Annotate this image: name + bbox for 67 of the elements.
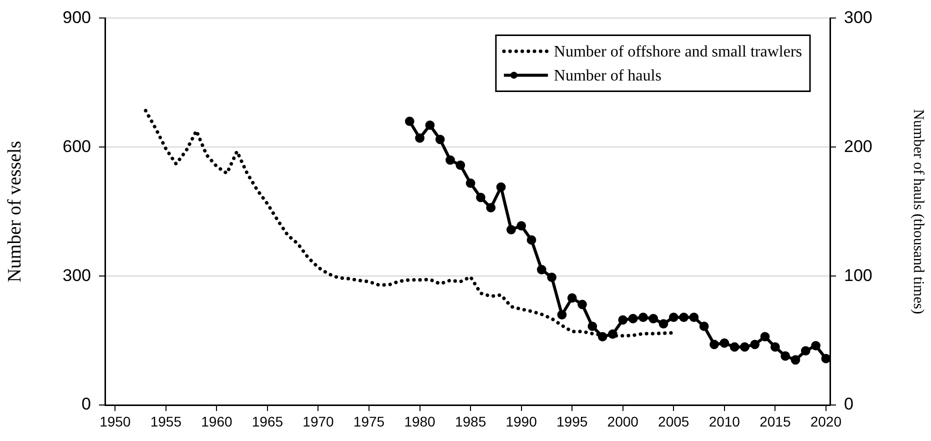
x-tick-label: 1995: [556, 413, 588, 430]
point: [720, 338, 730, 348]
point: [638, 312, 648, 322]
point: [567, 293, 577, 303]
x-tick-label: 2010: [708, 413, 740, 430]
x-tick-label: 1980: [404, 413, 436, 430]
point: [435, 134, 445, 144]
point: [578, 300, 587, 310]
y-tick-label: 0: [82, 394, 91, 414]
point: [456, 160, 466, 170]
point: [658, 319, 668, 328]
x-tick-label: 1955: [150, 413, 182, 430]
point: [648, 314, 658, 324]
x-tick-label: 2020: [810, 413, 842, 430]
point: [821, 354, 830, 364]
y2-tick-label: 0: [844, 394, 854, 414]
y2-tick-label: 300: [844, 8, 872, 27]
point: [547, 272, 556, 282]
point: [404, 116, 414, 126]
point: [800, 346, 810, 356]
legend-label: Number of offshore and small trawlers: [554, 43, 802, 60]
point: [486, 203, 496, 212]
point: [699, 322, 709, 332]
y2-axis-title: Number of hauls (thousand times): [910, 109, 926, 314]
x-tick-label: 1950: [100, 413, 131, 430]
point: [750, 340, 760, 350]
point: [790, 355, 800, 365]
point: [618, 315, 628, 325]
x-tick-label: 1960: [201, 413, 232, 430]
point: [780, 351, 790, 361]
x-tick-label: 1975: [353, 413, 385, 430]
point: [668, 312, 678, 322]
point: [425, 120, 435, 130]
point: [588, 322, 598, 332]
point: [740, 342, 750, 352]
y-axis-title: Number of vessels: [4, 140, 26, 282]
point: [415, 133, 424, 143]
y-tick-label: 300: [62, 266, 91, 285]
point: [536, 264, 546, 274]
point: [710, 340, 719, 350]
point: [526, 235, 536, 245]
x-tick-label: 2005: [658, 413, 690, 430]
x-tick-label: 1965: [252, 413, 284, 430]
point: [446, 155, 455, 165]
y2-tick-label: 200: [844, 136, 872, 156]
y2-tick-label: 100: [844, 266, 872, 285]
point: [689, 312, 699, 322]
point: [466, 178, 476, 188]
y-tick-label: 900: [62, 8, 91, 27]
point: [770, 342, 780, 352]
point: [506, 224, 516, 234]
point: [476, 192, 486, 202]
point: [557, 310, 567, 320]
point: [496, 182, 506, 192]
x-tick-label: 1970: [302, 413, 334, 430]
point: [760, 332, 770, 342]
legend-label: Number of hauls: [554, 67, 662, 84]
x-tick-label: 1985: [454, 413, 486, 430]
point: [516, 221, 526, 230]
point: [730, 342, 740, 352]
point: [811, 340, 820, 350]
y-tick-label: 600: [62, 136, 91, 156]
x-tick-label: 2015: [760, 413, 791, 430]
point: [628, 314, 638, 324]
x-tick-label: 2000: [607, 413, 639, 430]
point: [679, 312, 688, 322]
x-tick-label: 1990: [506, 413, 538, 430]
